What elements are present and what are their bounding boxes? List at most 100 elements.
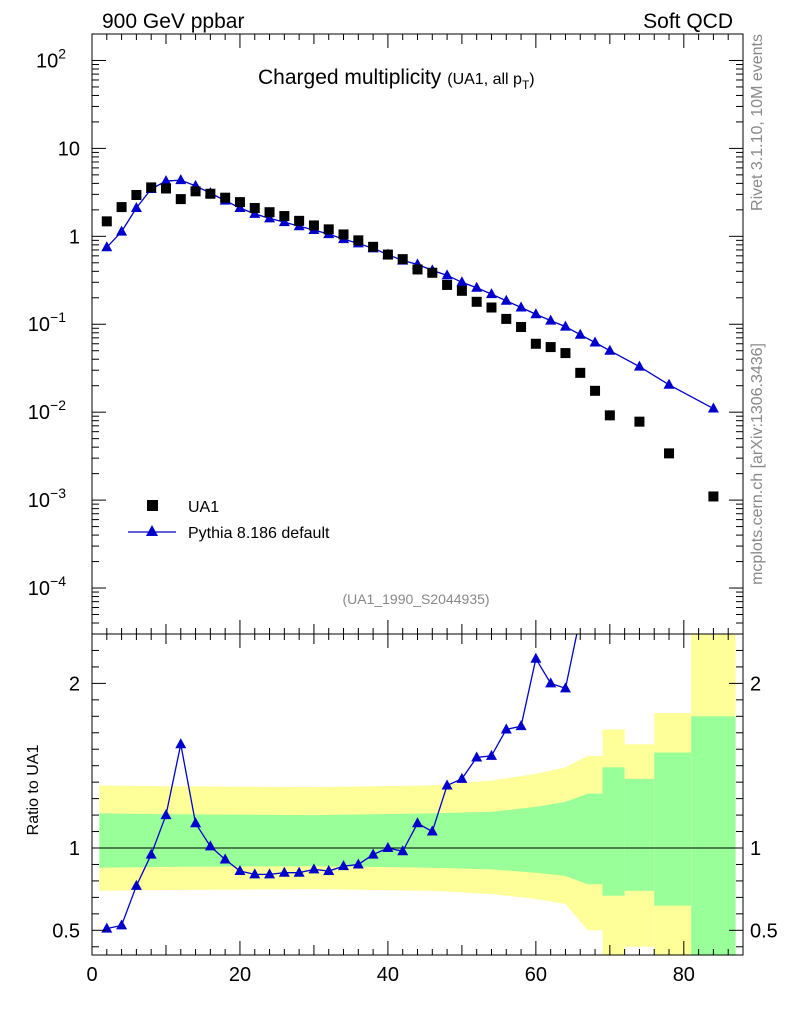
ratio-point <box>515 720 527 731</box>
ua1-point <box>220 192 231 203</box>
ratio-point <box>204 840 216 851</box>
ua1-point <box>146 182 157 193</box>
pythia-point <box>545 314 557 325</box>
pythia-point <box>116 225 128 236</box>
pythia-point <box>604 344 616 355</box>
analysis-label: (UA1_1990_S2044935) <box>342 591 489 607</box>
plot-title-suffix: (UA1, all p <box>447 71 522 88</box>
ratio-point <box>264 868 276 879</box>
pythia-point <box>515 301 527 312</box>
ua1-point <box>264 207 275 218</box>
pythia-point <box>707 402 719 413</box>
y-tick-label: 10−2 <box>28 397 66 424</box>
ua1-point <box>101 216 112 227</box>
ratio-point <box>575 612 586 622</box>
pythia-point <box>160 175 172 186</box>
ua1-point <box>471 296 482 307</box>
ratio-point <box>352 858 364 869</box>
x-tick-label: 0 <box>86 964 97 986</box>
ua1-point <box>131 190 142 201</box>
ratio-point <box>485 749 497 760</box>
pythia-point <box>530 308 542 319</box>
ratio-point <box>338 860 350 871</box>
legend-pythia-marker <box>146 525 158 536</box>
bottom-axes: 0.5 0.51 12 20 20 40 60 80 <box>52 633 778 986</box>
ratio-y-tick-label: 2 <box>69 673 80 695</box>
legend-pythia-label: Pythia 8.186 default <box>188 525 330 542</box>
ratio-y-tick-label: 0.5 <box>52 920 80 942</box>
ua1-point <box>664 448 675 459</box>
green-band-bin <box>624 778 655 891</box>
legend-ua1-label: UA1 <box>188 499 219 516</box>
pythia-point <box>264 212 276 223</box>
ratio-y-tick-label-right: 1 <box>750 838 761 860</box>
ratio-point <box>145 848 157 859</box>
top-axes: 102 10 1 10−1 10−2 10−3 10−4 <box>28 33 744 635</box>
ua1-point <box>575 367 586 378</box>
ua1-point <box>604 410 615 421</box>
top-panel-frame <box>91 33 744 635</box>
pythia-point <box>441 269 453 280</box>
ua1-point <box>116 202 127 213</box>
header-left: 900 GeV ppbar <box>102 10 244 33</box>
y-tick-label: 10 <box>58 138 80 160</box>
pythia-line <box>106 179 714 410</box>
ua1-point <box>234 197 245 208</box>
bottom-uncertainty-bands <box>99 634 736 955</box>
pythia-point <box>278 216 290 227</box>
ratio-point <box>559 682 571 693</box>
green-band-bin <box>654 752 692 906</box>
ua1-point <box>708 491 719 502</box>
pythia-point <box>574 328 586 339</box>
ua1-point <box>175 194 186 205</box>
ua1-point <box>353 235 364 246</box>
pythia-point <box>175 174 187 185</box>
ua1-point <box>338 229 349 240</box>
green-band-bin <box>602 767 625 896</box>
y-tick-label: 10−3 <box>28 485 66 512</box>
pythia-point <box>633 360 645 371</box>
legend-ua1-marker <box>147 500 158 511</box>
ua1-point <box>412 264 423 275</box>
ratio-point <box>160 809 172 820</box>
plot-title: Charged multiplicity (UA1, all pT) <box>258 66 535 92</box>
ua1-point <box>590 385 601 396</box>
mcplots-label: mcplots.cern.ch [arXiv:1306.3436] <box>749 343 766 585</box>
ratio-point <box>412 817 423 828</box>
ua1-point <box>442 279 453 290</box>
ua1-point <box>397 254 408 265</box>
x-tick-label: 60 <box>525 964 547 986</box>
ratio-point <box>308 863 320 874</box>
ratio-point <box>426 825 438 836</box>
ratio-point <box>367 848 379 859</box>
ratio-y-tick-label-right: 2 <box>750 673 761 695</box>
pythia-point <box>559 320 571 331</box>
ua1-point <box>294 215 305 226</box>
ratio-point <box>456 772 468 783</box>
ratio-point <box>175 738 187 749</box>
top-panel-data <box>101 174 719 502</box>
ua1-point <box>486 302 497 313</box>
x-tick-label: 80 <box>673 964 695 986</box>
plot-title-main: Charged multiplicity <box>258 66 442 89</box>
ua1-point <box>249 202 260 213</box>
plot-title-close: ) <box>529 71 534 88</box>
ratio-point <box>530 652 542 663</box>
bottom-panel-frame <box>91 633 744 956</box>
ua1-point <box>427 267 438 278</box>
ua1-point <box>308 220 319 231</box>
pythia-point <box>130 201 142 212</box>
ratio-point <box>397 845 409 856</box>
ratio-point <box>249 868 261 879</box>
ratio-axis-label: Ratio to UA1 <box>25 745 42 836</box>
x-tick-label: 40 <box>377 964 399 986</box>
ua1-point <box>560 348 571 359</box>
ua1-point <box>545 342 556 353</box>
ua1-point <box>456 285 467 296</box>
ratio-point <box>219 853 231 864</box>
ratio-point <box>130 879 142 890</box>
ratio-point <box>471 751 483 762</box>
pythia-point <box>471 281 483 292</box>
ua1-point <box>160 183 171 194</box>
ua1-point <box>205 188 216 199</box>
